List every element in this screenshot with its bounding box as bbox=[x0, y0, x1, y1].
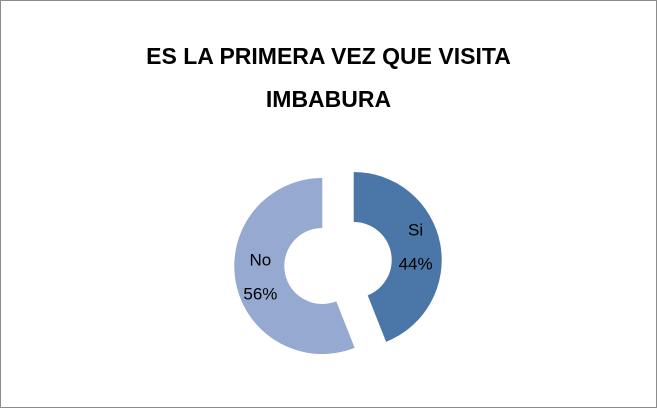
chart-title: ES LA PRIMERA VEZ QUE VISITA IMBABURA bbox=[146, 43, 511, 112]
slice-value-label: 56% bbox=[243, 284, 277, 303]
doughnut-slice bbox=[234, 177, 355, 354]
slice-value-label: 44% bbox=[399, 255, 433, 274]
doughnut-slice bbox=[353, 172, 442, 342]
slice-category-label: Si bbox=[408, 221, 423, 240]
slice-category-label: No bbox=[250, 250, 272, 269]
